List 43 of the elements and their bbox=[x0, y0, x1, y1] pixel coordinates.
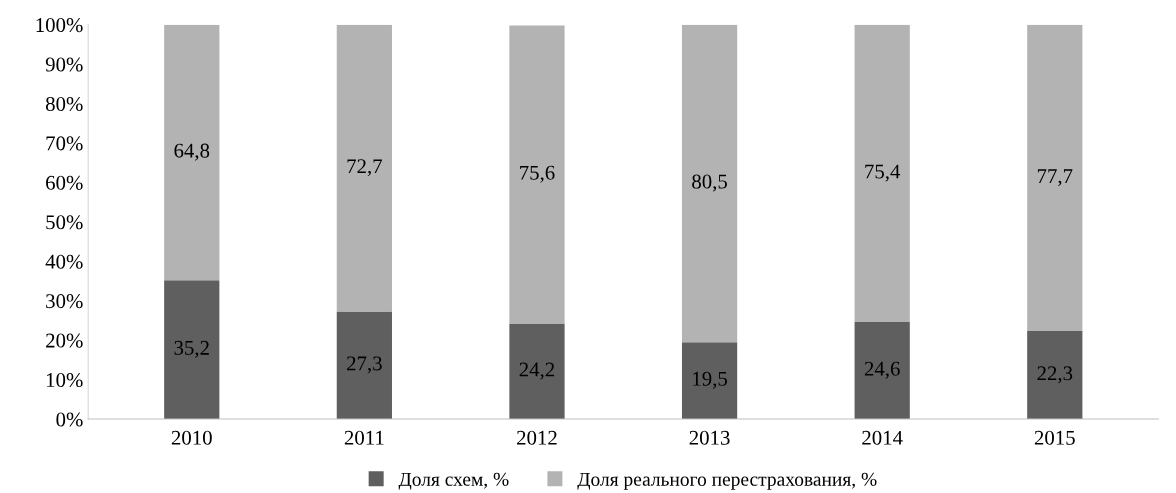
y-tick-label: 30% bbox=[46, 294, 83, 309]
data-label: 27,3 bbox=[347, 356, 382, 374]
x-tick-label: 2014 bbox=[862, 430, 903, 445]
x-tick-label: 2011 bbox=[344, 430, 384, 445]
x-tick-label: 2012 bbox=[517, 430, 557, 445]
bar bbox=[681, 342, 738, 420]
x-tick-label: 2010 bbox=[171, 430, 212, 445]
legend-label: Доля схем, % bbox=[398, 472, 509, 490]
bar bbox=[509, 25, 565, 324]
y-tick-label: 50% bbox=[46, 215, 83, 230]
y-tick-label: 90% bbox=[45, 57, 83, 72]
data-label: 75,6 bbox=[520, 165, 555, 183]
x-tick-label: 2015 bbox=[1034, 430, 1075, 445]
data-label: 80,5 bbox=[692, 174, 727, 192]
y-tick-label: 100% bbox=[36, 18, 83, 33]
y-tick-label: 80% bbox=[45, 96, 83, 112]
y-tick-label: 70% bbox=[46, 136, 83, 151]
y-tick-label: 40% bbox=[45, 254, 83, 269]
data-label: 35,2 bbox=[174, 340, 209, 358]
data-label: 72,7 bbox=[347, 159, 382, 177]
bar bbox=[1027, 24, 1083, 332]
data-label: 24,2 bbox=[519, 362, 555, 380]
bar bbox=[336, 311, 392, 420]
y-tick-label: 20% bbox=[46, 333, 83, 348]
bar bbox=[854, 322, 910, 420]
x-tick-label: 2013 bbox=[689, 430, 730, 445]
data-label: 24,6 bbox=[864, 361, 900, 379]
bar bbox=[1027, 331, 1083, 420]
bar bbox=[681, 24, 738, 343]
data-label: 77,7 bbox=[1037, 169, 1073, 187]
legend-label: Доля реального перестрахования, % bbox=[577, 472, 877, 490]
y-tick-label: 10% bbox=[46, 372, 83, 388]
bar bbox=[164, 24, 220, 281]
y-tick-label: 0% bbox=[56, 412, 83, 427]
data-label: 19,5 bbox=[693, 371, 727, 389]
bar bbox=[336, 24, 392, 312]
y-tick-label: 60% bbox=[46, 175, 83, 190]
bar bbox=[164, 280, 220, 420]
bar bbox=[509, 323, 565, 420]
data-label: 75,4 bbox=[865, 164, 901, 182]
data-label: 64,8 bbox=[174, 143, 210, 161]
data-label: 22,3 bbox=[1037, 366, 1073, 384]
bar bbox=[854, 24, 910, 323]
